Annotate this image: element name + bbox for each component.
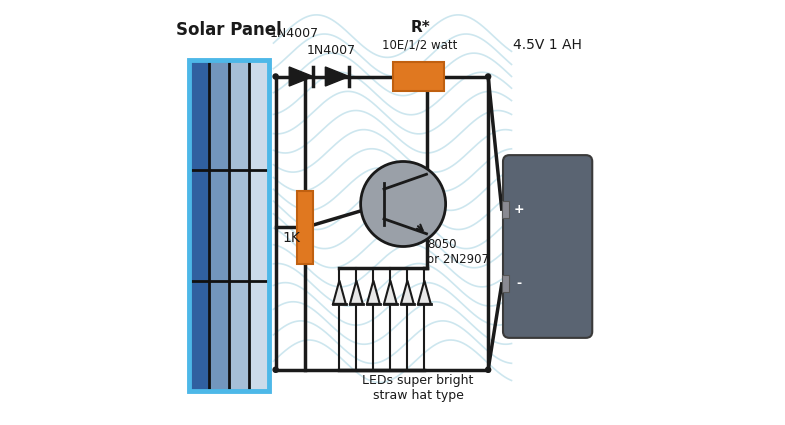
Bar [249,170,269,280]
Bar [209,280,229,391]
Bar [188,170,209,280]
Bar [502,201,509,218]
Polygon shape [325,67,349,86]
Text: +: + [513,203,524,215]
Bar [502,275,509,292]
Text: 1K: 1K [283,231,301,245]
Polygon shape [384,280,396,304]
Bar [392,62,444,91]
Circle shape [486,74,491,79]
Polygon shape [350,280,363,304]
Polygon shape [367,280,380,304]
Circle shape [360,162,446,246]
Circle shape [486,367,491,372]
Text: 8050
or 2N2907: 8050 or 2N2907 [427,238,489,266]
FancyBboxPatch shape [503,155,592,338]
Text: -: - [517,278,521,290]
Bar [229,170,249,280]
Circle shape [273,367,278,372]
Polygon shape [333,280,345,304]
Bar [298,191,313,264]
Circle shape [273,74,278,79]
Bar [188,60,209,170]
Text: 1N4007: 1N4007 [306,44,356,57]
Bar [249,280,269,391]
Polygon shape [289,67,313,86]
Bar [188,280,209,391]
Text: LEDs super bright
straw hat type: LEDs super bright straw hat type [363,374,473,402]
Bar [209,60,229,170]
Text: 1N4007: 1N4007 [269,27,319,40]
Bar [209,170,229,280]
Bar [188,60,269,391]
Text: 10E/1/2 watt: 10E/1/2 watt [382,38,458,51]
Bar [229,60,249,170]
Text: 4.5V 1 AH: 4.5V 1 AH [513,38,582,51]
Text: R*: R* [411,20,430,35]
Polygon shape [418,280,431,304]
Polygon shape [401,280,414,304]
Bar [249,60,269,170]
Bar [229,280,249,391]
Text: Solar Panel: Solar Panel [176,21,282,39]
